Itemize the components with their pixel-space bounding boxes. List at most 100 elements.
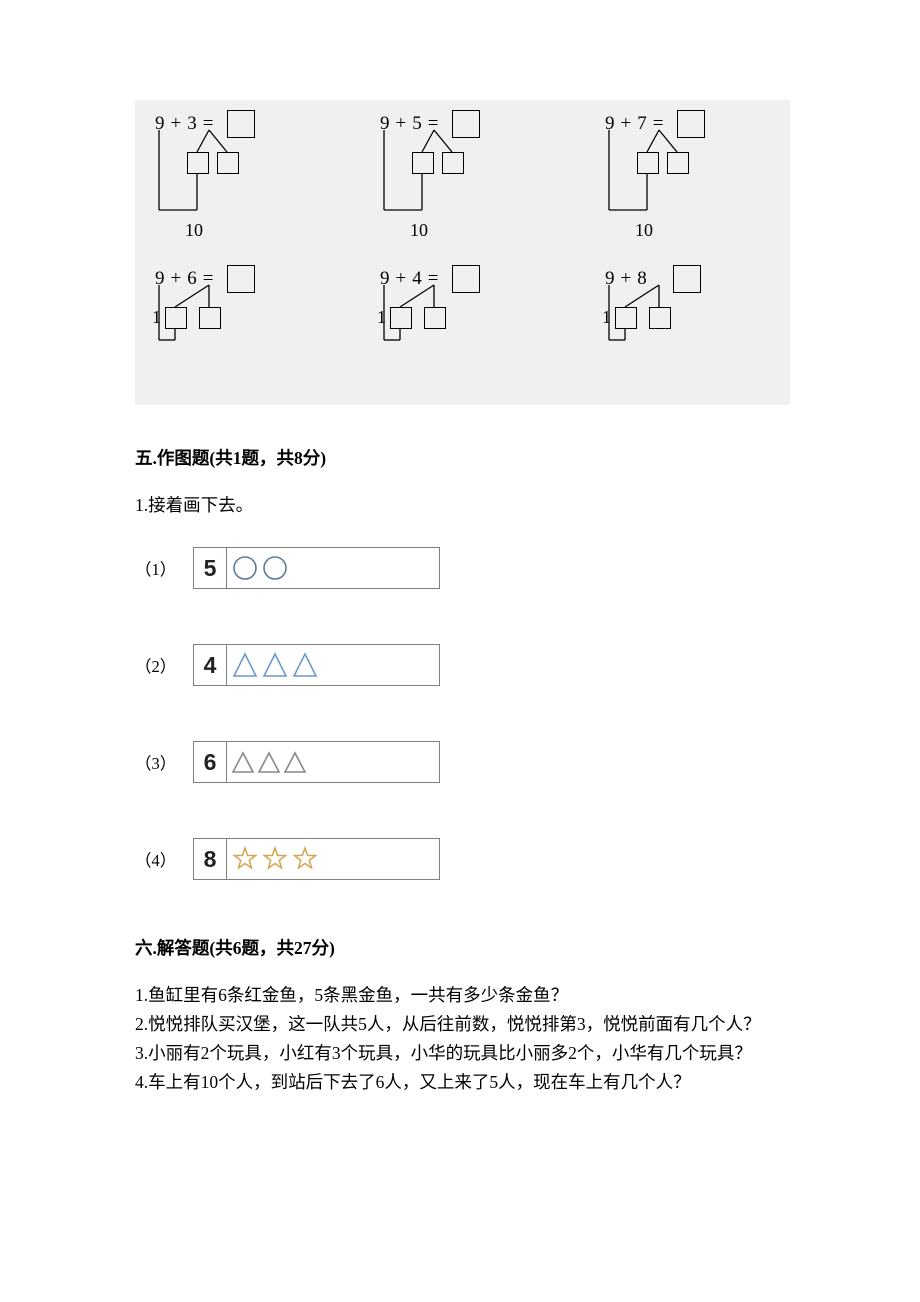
- answer-box[interactable]: [452, 110, 480, 138]
- star-icon: [231, 845, 259, 873]
- ten-label: 10: [635, 220, 653, 241]
- figure-box: 6: [193, 741, 440, 783]
- answer-box[interactable]: [452, 265, 480, 293]
- equals-sign: =: [203, 113, 214, 135]
- plus-sign: +: [171, 268, 182, 290]
- triangle-icon: [231, 651, 259, 679]
- equals-sign: =: [203, 268, 214, 290]
- math-decomposition-grid: 9+3=109+5=109+7=10 9+6=19+4=19+81: [135, 100, 790, 405]
- figure-index-label: （4）: [135, 847, 175, 871]
- split-box-right[interactable]: [199, 307, 221, 329]
- equation: 9 +5 =: [380, 110, 555, 138]
- star-icon: [291, 845, 319, 873]
- math-cell: 9 +8 1: [605, 265, 780, 395]
- question-text: 4.车上有10个人，到站后下去了6人，又上来了5人，现在车上有几个人？: [135, 1069, 790, 1096]
- answer-box[interactable]: [673, 265, 701, 293]
- operand-b: 7: [637, 113, 647, 135]
- math-cell: 9 +5 = 10: [380, 110, 555, 240]
- question-text: 3.小丽有2个玩具，小红有3个玩具，小华的玩具比小丽多2个，小华有几个玩具？: [135, 1040, 790, 1067]
- answer-box[interactable]: [677, 110, 705, 138]
- triangle-icon: [257, 750, 281, 774]
- operand-b: 4: [412, 268, 422, 290]
- triangle-icon: [291, 651, 319, 679]
- ten-label: 1: [602, 307, 611, 328]
- equation: 9+3=: [155, 110, 330, 138]
- math-cell: 9+3=10: [155, 110, 330, 240]
- plus-sign: +: [621, 268, 632, 290]
- figure-shapes: [227, 750, 307, 774]
- math-cell: 9+4=1: [380, 265, 555, 395]
- operand-a: 9: [155, 268, 165, 290]
- operand-a: 9: [605, 268, 615, 290]
- equation: 9 +7 =: [605, 110, 780, 138]
- circle-icon: [261, 554, 289, 582]
- math-cell: 9 +7 = 10: [605, 110, 780, 240]
- operand-a: 9: [605, 113, 615, 135]
- operand-a: 9: [380, 268, 390, 290]
- split-box-left[interactable]: [165, 307, 187, 329]
- star-icon: [261, 845, 289, 873]
- ten-label: 1: [152, 307, 161, 328]
- figure-shapes: [227, 651, 319, 679]
- math-cell: 9 +6 = 1: [155, 265, 330, 395]
- triangle-icon: [231, 750, 255, 774]
- section-6-questions: 1.鱼缸里有6条红金鱼，5条黑金鱼，一共有多少条金鱼？2.悦悦排队买汉堡，这一队…: [135, 982, 790, 1097]
- section-5-title: 五.作图题(共1题，共8分): [135, 445, 790, 470]
- equation: 9 +8: [605, 265, 780, 293]
- split-box-left[interactable]: [390, 307, 412, 329]
- figure-box: 5: [193, 547, 440, 589]
- split-box-right[interactable]: [424, 307, 446, 329]
- split-box-left[interactable]: [615, 307, 637, 329]
- operand-b: 3: [187, 113, 197, 135]
- figure-box: 4: [193, 644, 440, 686]
- figure-row: （1） 5: [135, 547, 790, 589]
- plus-sign: +: [621, 113, 632, 135]
- equation: 9 +4 =: [380, 265, 555, 293]
- operand-b: 5: [412, 113, 422, 135]
- ten-label: 10: [410, 220, 428, 241]
- split-box-left[interactable]: [637, 152, 659, 174]
- answer-box[interactable]: [227, 110, 255, 138]
- split-box-right[interactable]: [649, 307, 671, 329]
- figure-count: 4: [194, 645, 227, 685]
- split-box-right[interactable]: [667, 152, 689, 174]
- operand-a: 9: [380, 113, 390, 135]
- figure-row: （2） 4: [135, 644, 790, 686]
- triangle-icon: [283, 750, 307, 774]
- figure-count: 6: [194, 742, 227, 782]
- equation: 9 +6 =: [155, 265, 330, 293]
- figure-index-label: （1）: [135, 556, 175, 580]
- plus-sign: +: [396, 268, 407, 290]
- math-row-2: 9+6=19+4=19+81: [155, 265, 780, 395]
- figure-list: （1） 5 （2） 4 （3） 6 （4） 8: [135, 547, 790, 880]
- math-row-1: 9+3=109+5=109+7=10: [155, 110, 780, 240]
- figure-box: 8: [193, 838, 440, 880]
- figure-shapes: [227, 554, 289, 582]
- equals-sign: =: [653, 113, 664, 135]
- page: 9+3=109+5=109+7=10 9+6=19+4=19+81 五.作图题(…: [0, 0, 920, 1159]
- triangle-icon: [261, 651, 289, 679]
- answer-box[interactable]: [227, 265, 255, 293]
- equals-sign: =: [428, 268, 439, 290]
- question-text: 1.鱼缸里有6条红金鱼，5条黑金鱼，一共有多少条金鱼？: [135, 982, 790, 1009]
- split-box-left[interactable]: [187, 152, 209, 174]
- split-box-right[interactable]: [217, 152, 239, 174]
- operand-b: 8: [637, 268, 647, 290]
- figure-row: （4） 8: [135, 838, 790, 880]
- operand-b: 6: [187, 268, 197, 290]
- equals-sign: =: [428, 113, 439, 135]
- figure-count: 8: [194, 839, 227, 879]
- ten-label: 10: [185, 220, 203, 241]
- figure-row: （3） 6: [135, 741, 790, 783]
- split-box-right[interactable]: [442, 152, 464, 174]
- section-5-q1: 1.接着画下去。: [135, 492, 790, 517]
- plus-sign: +: [396, 113, 407, 135]
- figure-index-label: （3）: [135, 750, 175, 774]
- figure-index-label: （2）: [135, 653, 175, 677]
- operand-a: 9: [155, 113, 165, 135]
- circle-icon: [231, 554, 259, 582]
- split-box-left[interactable]: [412, 152, 434, 174]
- figure-count: 5: [194, 548, 227, 588]
- section-6-title: 六.解答题(共6题，共27分): [135, 935, 790, 960]
- figure-shapes: [227, 845, 319, 873]
